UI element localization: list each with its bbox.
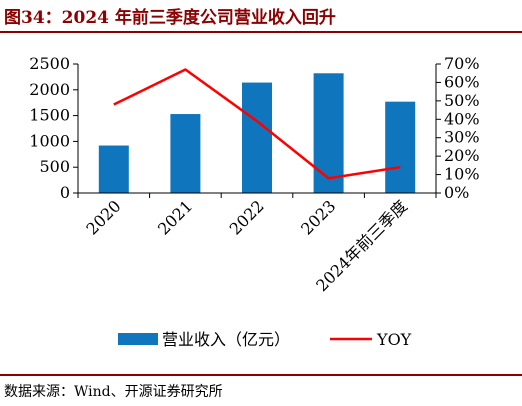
left-tick-label: 1000: [29, 131, 70, 150]
x-tick-label: 2022: [226, 196, 268, 238]
left-tick-label: 1500: [29, 106, 70, 125]
bar-2020: [98, 145, 129, 193]
x-tick-label: 2021: [154, 196, 196, 238]
right-tick-label: 60%: [444, 72, 480, 91]
left-tick-label: 2500: [29, 54, 70, 73]
right-tick-label: 10%: [444, 165, 480, 184]
right-tick-label: 30%: [444, 128, 480, 147]
right-tick-label: 40%: [444, 109, 480, 128]
right-tick-label: 20%: [444, 146, 480, 165]
bar-2021: [170, 114, 201, 193]
bar-2023: [313, 73, 344, 193]
title-rule: [0, 31, 522, 33]
x-tick-label: 2023: [297, 196, 339, 238]
legend-label-line: YOY: [376, 330, 412, 349]
left-tick-label: 0: [60, 183, 70, 202]
right-tick-label: 0%: [444, 183, 469, 202]
source-rule: [0, 374, 522, 376]
left-tick-label: 500: [39, 157, 70, 176]
legend-label-bar: 营业收入（亿元）: [162, 330, 290, 349]
x-tick-label: 2020: [82, 196, 124, 238]
right-tick-label: 70%: [444, 54, 480, 73]
source-note: 数据来源：Wind、开源证券研究所: [4, 384, 223, 400]
right-tick-label: 50%: [444, 91, 480, 110]
figure-title: 图34：2024 年前三季度公司营业收入回升: [4, 8, 336, 28]
bar-2024年前三季度: [385, 101, 416, 193]
legend-swatch-bar: [118, 333, 158, 345]
bar-2022: [242, 82, 272, 193]
left-tick-label: 2000: [29, 80, 70, 99]
